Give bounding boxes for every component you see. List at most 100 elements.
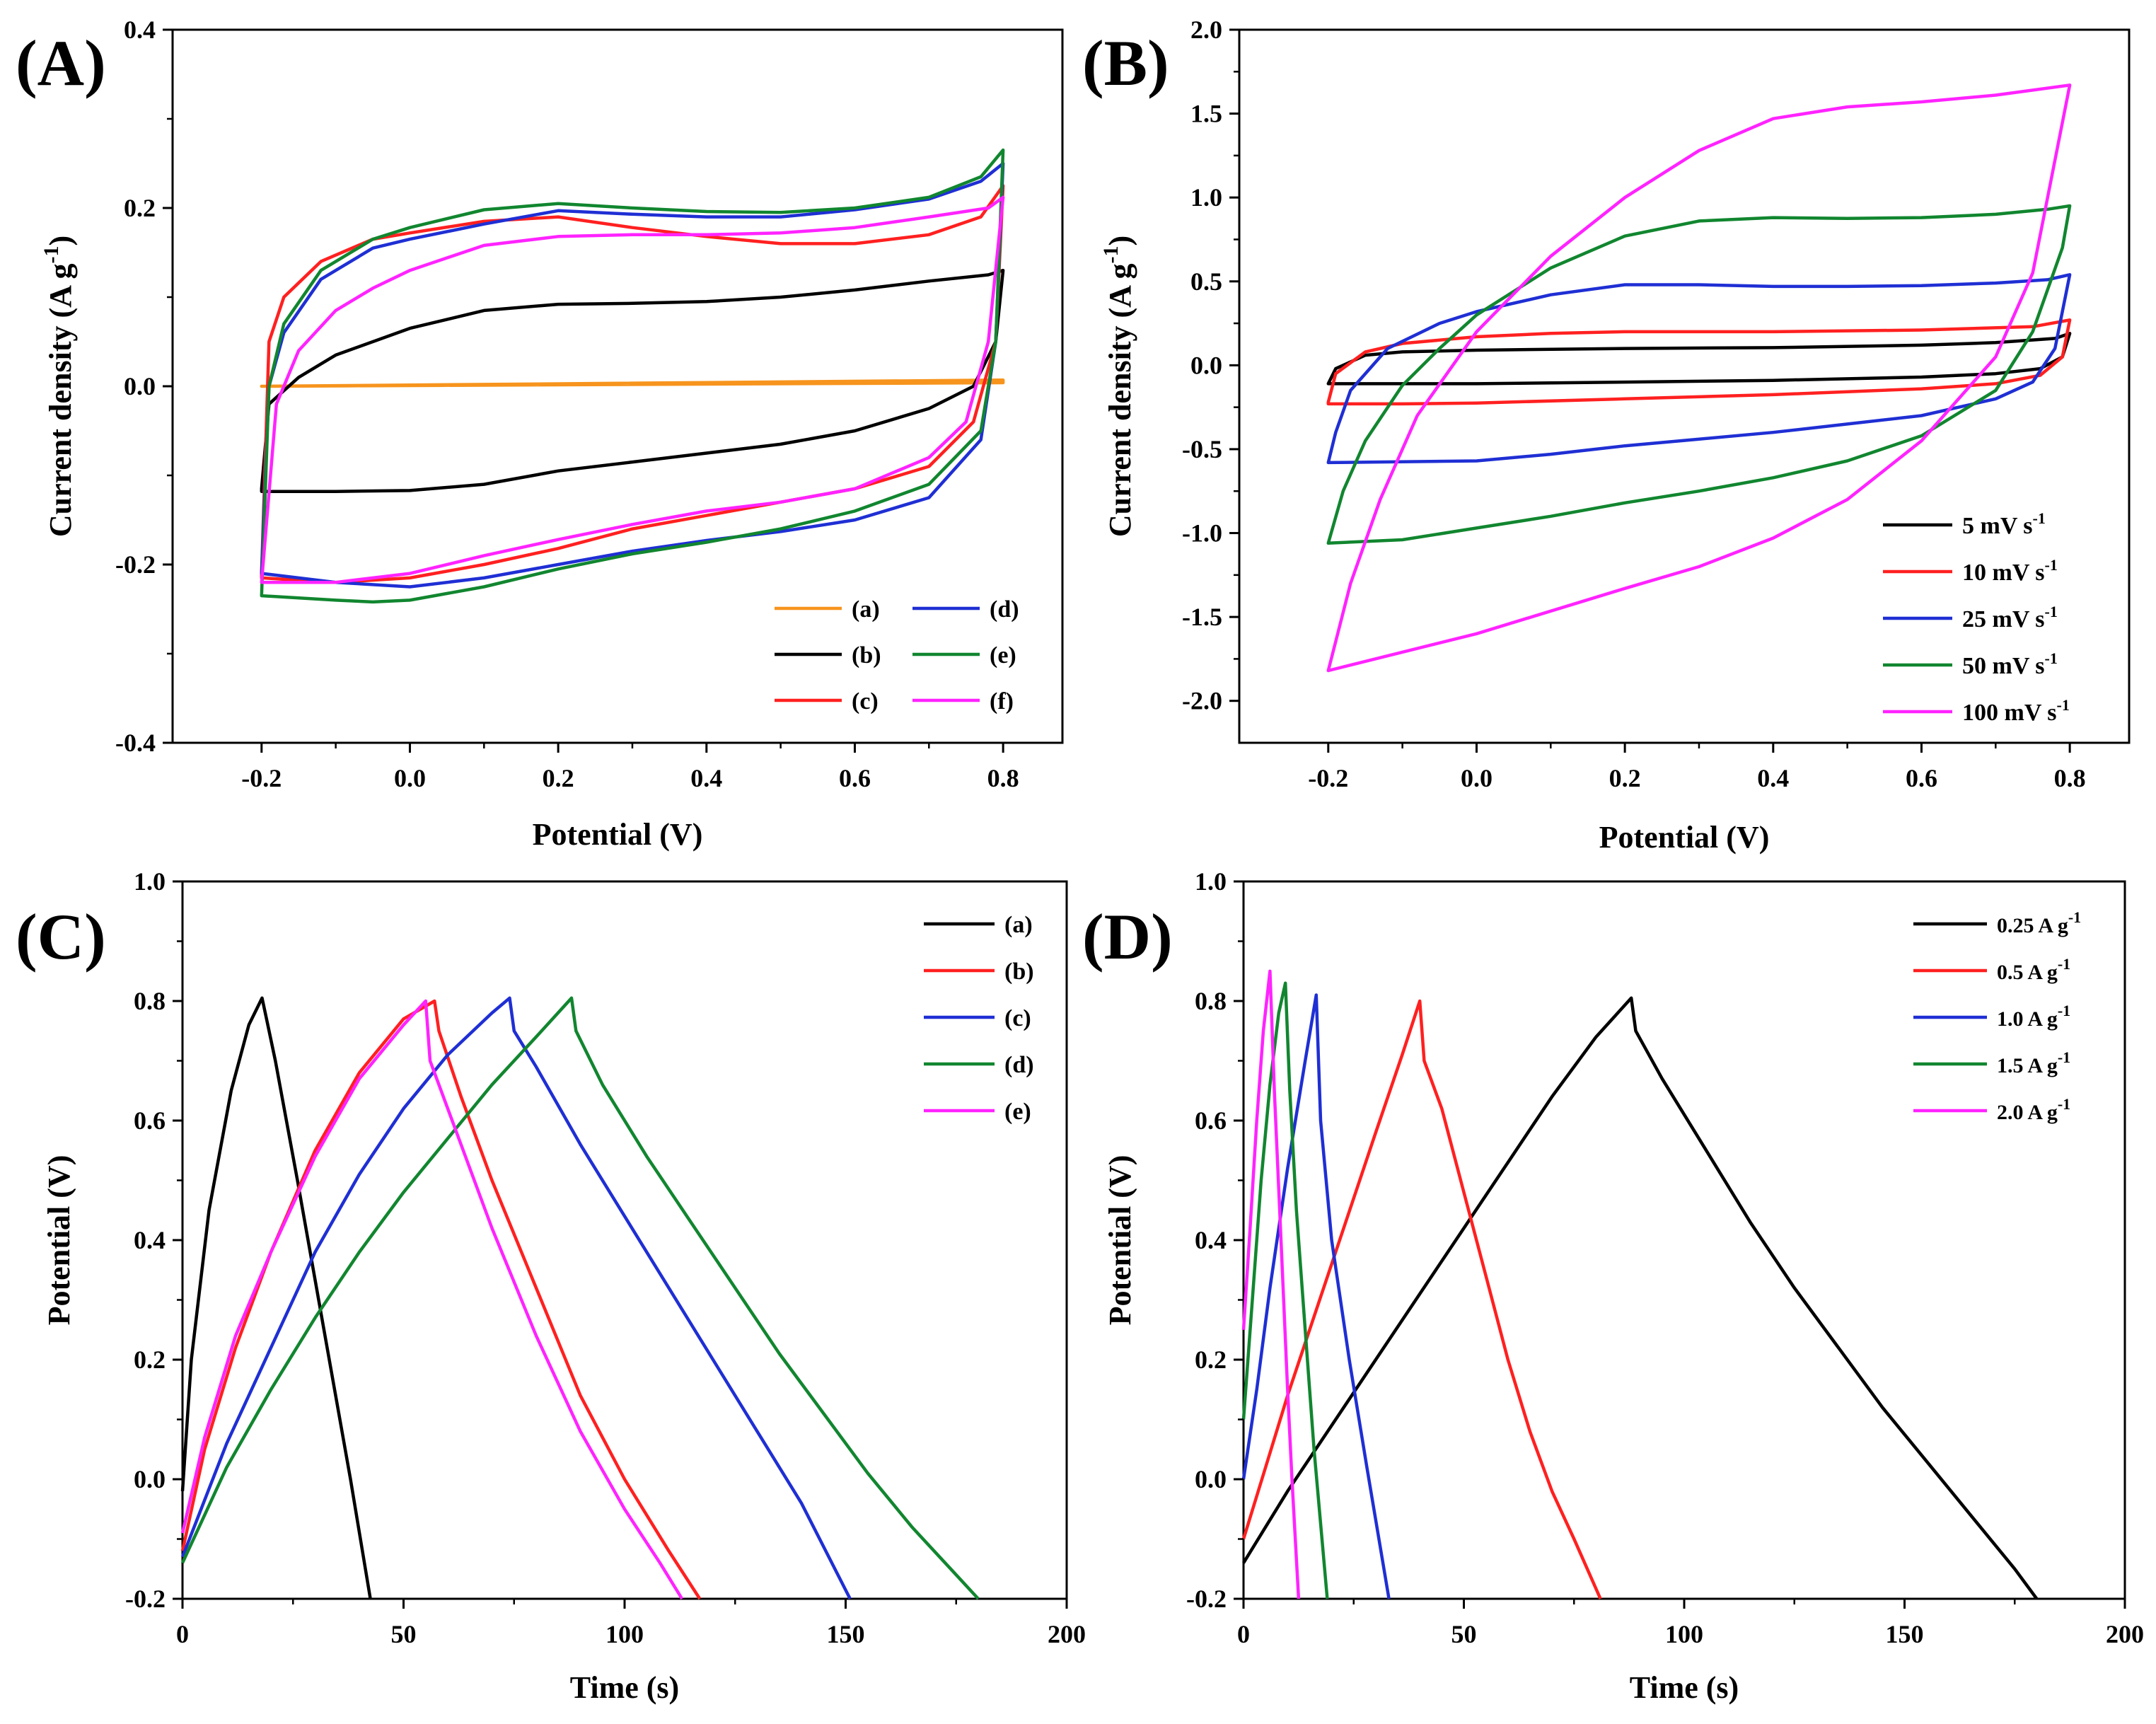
panel-b-legend-label-3: 25 mV s-1 [1962,603,2058,632]
panel-a-legend-label-4: (d) [990,596,1019,623]
panel-b-x-tick-label: 0.6 [1906,764,1937,792]
panel-a-x-tick-label: 0.6 [839,764,871,792]
panel-b-series-2-curve [1326,318,2072,406]
panel-a-y-tick-label: 0.0 [124,372,156,400]
panel-d-y-tick-label: -0.2 [1186,1585,1227,1613]
panel-b-y-tick-label: -1.5 [1182,603,1222,631]
panel-c-x-tick-label: 100 [605,1620,644,1648]
panel-c-legend-label-1: (a) [1004,912,1033,938]
panel-a-x-tick-label: 0.0 [394,764,426,792]
panel-d-legend-label-5: 2.0 A g-1 [1997,1095,2070,1124]
panel-b-x-tick-label: 0.2 [1609,764,1641,792]
panel-b-y-tick-label: 1.0 [1190,183,1222,212]
panel-b-y-axis-label-close: ) [1103,236,1137,246]
panel-b-y-tick-label: 1.5 [1190,100,1222,128]
panel-b-y-tick-label: -2.0 [1182,687,1222,715]
panel-b-y-tick-label: 0.0 [1190,351,1222,379]
panel-c-x-ticks: 0 50 100 150 200 [176,1599,1086,1648]
panel-c-legend-label-3: (c) [1004,1005,1031,1031]
panel-d-y-tick-label: 0.4 [1195,1226,1227,1254]
panel-c-x-tick-label: 150 [827,1620,865,1648]
panel-a-y-axis-label-main: Current density (A g [43,264,78,538]
panel-a-legend-label-2: (b) [852,642,881,669]
panel-c-legend-label-5: (e) [1004,1099,1031,1125]
panel-a-series-1-curve [260,378,1005,388]
panel-c-y-ticks: -0.2 0.0 0.2 0.4 0.6 0.8 1.0 [125,867,182,1613]
panel-c-series-5-curve [180,999,684,1600]
panel-b-series-4-curve [1326,204,2072,545]
panel-d-curves [1241,969,2039,1600]
panel-a-legend-label-1: (a) [852,596,880,623]
panel-c-legend-label-2: (b) [1004,959,1034,985]
panel-a-x-tick-label: 0.4 [690,764,722,792]
panel-d-y-tick-label: 0.0 [1195,1465,1227,1493]
panel-c-y-tick-label: 0.6 [134,1106,166,1135]
panel-c-x-tick-label: 50 [391,1620,417,1648]
panel-d-x-tick-label: 50 [1451,1620,1477,1648]
panel-a-y-axis-label: Current density (A g-1) [40,236,78,537]
panel-a-series-2-curve [260,268,1005,493]
panel-c-plot-frame [181,880,1068,1600]
panel-b-y-tick-label: -1.0 [1182,519,1222,548]
panel-b-y-axis-label-main: Current density (A g [1103,264,1137,538]
panel-d-y-tick-label: 0.8 [1195,987,1227,1015]
panel-d-legend-label-2: 0.5 A g-1 [1997,955,2070,984]
panel-b-x-tick-label: 0.4 [1757,764,1789,792]
panel-b-y-tick-label: -0.5 [1182,435,1222,463]
panel-d-y-tick-label: 0.2 [1195,1346,1227,1374]
panel-d-y-tick-label: 0.6 [1195,1106,1227,1135]
panel-c-y-tick-label: 0.2 [134,1346,166,1374]
panel-b-legend: 5 mV s-1 10 mV s-1 25 mV s-1 50 mV s-1 100 m… [1883,509,2070,726]
panel-b-x-tick-label: 0.0 [1461,764,1493,792]
panel-c-x-tick-label: 200 [1048,1620,1086,1648]
panel-d-legend-label-3: 1.0 A g-1 [1997,1002,2070,1031]
panel-d-x-tick-label: 200 [2106,1620,2144,1648]
panel-d-x-tick-label: 0 [1237,1620,1250,1648]
panel-a-series-4-curve [260,161,1005,589]
panel-a-legend: (a) (b) (c) (d) (e) (f) [775,596,1019,715]
panel-b-x-axis-label: Potential (V) [1599,820,1770,855]
panel-d-y-ticks: -0.2 0.0 0.2 0.4 0.6 0.8 1.0 [1186,867,1244,1613]
panel-d-series-2-curve [1241,999,1602,1599]
panel-b-legend-label-2: 10 mV s-1 [1962,556,2058,586]
panel-c-y-tick-label: 0.8 [134,987,166,1015]
panel-a-label: (A) [16,27,106,99]
panel-a-x-tick-label: 0.8 [987,764,1019,792]
panel-b-x-ticks: -0.2 0.0 0.2 0.4 0.6 0.8 [1308,743,2086,792]
panel-d-plot-frame [1242,880,2126,1600]
panel-a-legend-label-6: (f) [990,688,1014,715]
panel-c-y-tick-label: 0.0 [134,1465,166,1493]
panel-b-series-3-curve [1326,273,2072,465]
panel-a-series-3-curve [260,184,1005,584]
panel-a-y-tick-label: -0.4 [115,729,156,757]
panel-a-series-5-curve [260,148,1005,604]
panel-b-series-1-curve [1326,332,2072,386]
panel-b-plot-frame [1238,28,2131,744]
panel-b-y-tick-label: 0.5 [1190,267,1222,296]
panel-c-y-tick-label: 0.4 [134,1226,166,1254]
panel-c-series-4-curve [180,996,980,1600]
panel-b-y-axis-label-superscript: -1 [1099,246,1123,264]
panel-a-x-axis-label: Potential (V) [533,817,703,852]
panel-c-legend: (a) (b) (c) (d) (e) [924,912,1034,1125]
panel-c-x-axis-label: Time (s) [570,1670,679,1705]
panel-a: (A) -0.2 0.0 0.2 0.4 0.6 0.8 -0.4 -0.2 0.0 0.2 0.… [16,16,1064,852]
panel-a-y-tick-label: 0.2 [124,194,156,222]
panel-b-curves [1326,83,2072,673]
panel-b-legend-label-4: 50 mV s-1 [1962,649,2058,679]
panel-d-x-axis-label: Time (s) [1630,1670,1739,1705]
panel-a-x-ticks: -0.2 0.0 0.2 0.4 0.6 0.8 [241,743,1019,792]
panel-a-legend-label-5: (e) [990,642,1016,669]
panel-b-x-tick-label: 0.8 [2054,764,2086,792]
panel-d-x-tick-label: 150 [1886,1620,1924,1648]
panel-b-legend-label-1: 5 mV s-1 [1962,509,2046,539]
panel-c-y-axis-label: Potential (V) [42,1155,76,1326]
panel-c-y-tick-label: 1.0 [134,867,166,896]
panel-c-curves [180,996,980,1600]
panel-c-legend-label-4: (d) [1004,1052,1034,1078]
panel-b-y-ticks: -2.0 -1.5 -1.0 -0.5 0.0 0.5 1.0 1.5 2.0 [1182,16,1239,715]
panel-a-x-tick-label: -0.2 [241,764,282,792]
panel-c-series-3-curve [180,996,852,1600]
panel-b-y-tick-label: 2.0 [1190,16,1222,44]
